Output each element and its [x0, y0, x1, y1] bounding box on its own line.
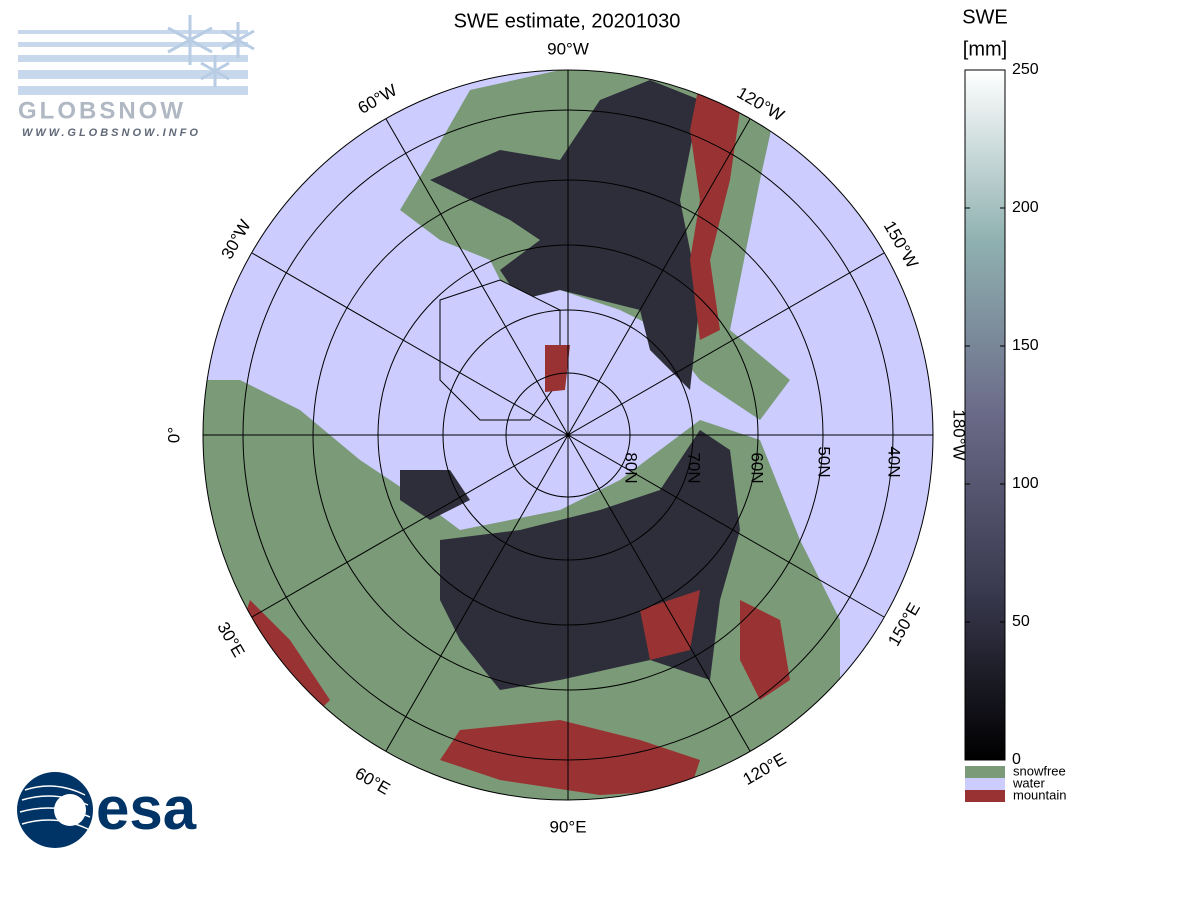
- legend-swatch: [965, 766, 1005, 778]
- colorbar-tick-label: 0: [1012, 751, 1021, 768]
- parallel-label: 70N: [685, 452, 704, 483]
- globsnow-logo: GLOBSNOW WWW.GLOBSNOW.INFO: [18, 15, 255, 139]
- legend-label: water: [1012, 775, 1045, 790]
- parallel-label: 60N: [748, 452, 767, 483]
- colorbar-tick-label: 50: [1012, 613, 1030, 630]
- logo-url: WWW.GLOBSNOW.INFO: [22, 127, 201, 139]
- parallel-labels: 80N 70N 60N 50N 40N: [622, 446, 904, 483]
- legend-swatch: [965, 790, 1005, 802]
- parallel-label: 80N: [622, 452, 641, 483]
- meridian-label: 30°W: [217, 217, 254, 263]
- legend-swatch: [965, 778, 1005, 790]
- agency: esa: [96, 775, 197, 842]
- colorbar: [964, 69, 1006, 761]
- legend-label: snowfree: [1013, 763, 1066, 778]
- legend-label: mountain: [1013, 787, 1066, 802]
- colorbar-tick-label: 200: [1012, 199, 1039, 216]
- meridian-label: 180°W: [950, 409, 969, 460]
- meridian-label: 120°E: [740, 749, 790, 789]
- colorbar-label: SWE: [962, 6, 1008, 28]
- meridian-label: 30°E: [213, 619, 248, 661]
- meridian-label: 0°: [164, 427, 183, 443]
- esa-logo: esa: [17, 772, 197, 848]
- colorbar-tick-label: 150: [1012, 337, 1039, 354]
- logo-name: GLOBSNOW: [18, 97, 186, 124]
- meridian-label: 90°W: [547, 39, 589, 58]
- meridian-label: 90°E: [549, 817, 586, 836]
- graticule: [202, 69, 934, 801]
- colorbar-tick-label: 250: [1012, 61, 1039, 78]
- colorbar-tick-label: 100: [1012, 475, 1039, 492]
- colorbar-label: [mm]: [963, 38, 1007, 60]
- title: SWE estimate, 20201030: [454, 10, 681, 32]
- meridian-label: 60°E: [352, 764, 394, 799]
- meridian-label: 60°W: [355, 80, 401, 117]
- parallel-label: 50N: [815, 446, 834, 477]
- parallel-label: 40N: [885, 446, 904, 477]
